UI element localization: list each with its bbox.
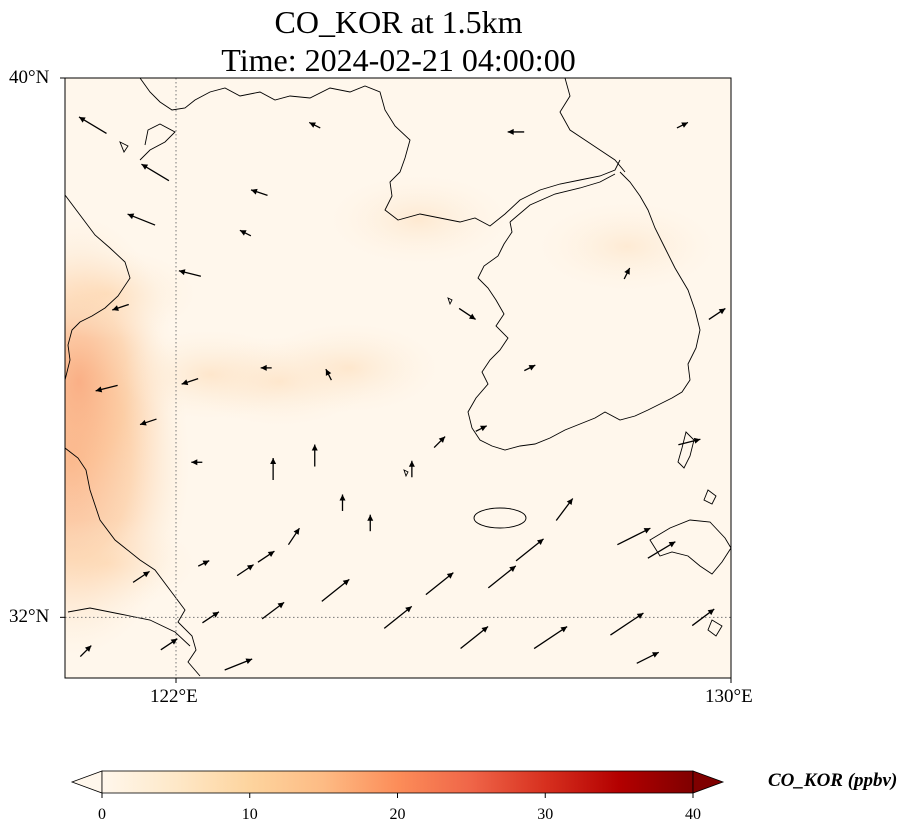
wind-arrow: [250, 188, 268, 196]
map-title-line-2: Time: 2024-02-21 04:00:00: [221, 42, 576, 78]
axis-ticks: [60, 77, 732, 683]
lon-tick-label-122e: 122°E: [150, 686, 198, 707]
wind-arrow: [239, 229, 252, 237]
wind-arrow: [610, 612, 644, 636]
colorbar-tick-label: 10: [241, 806, 258, 823]
korea-coastline: [467, 171, 701, 451]
colorbar-label: CO_KOR (ppbv): [768, 770, 898, 791]
wind-arrow: [555, 498, 574, 521]
concentration-region: [536, 201, 717, 292]
wind-arrow: [691, 608, 715, 627]
lon-tick-label-130e: 130°E: [705, 686, 753, 707]
wind-arrow: [367, 514, 374, 532]
wind-arrow: [181, 378, 199, 386]
wind-arrow: [325, 368, 332, 381]
wind-arrow: [425, 572, 454, 596]
wind-arrow: [617, 527, 651, 546]
wind-arrow: [197, 560, 210, 567]
wind-arrow: [676, 121, 689, 129]
wind-arrow: [224, 658, 253, 671]
wind-arrow: [408, 460, 415, 478]
wind-arrow: [475, 425, 488, 432]
china-coastline: [65, 194, 131, 381]
colorbar-tick-label: 30: [537, 806, 554, 823]
wind-arrow: [460, 626, 489, 650]
colorbar-extend-max: [692, 770, 725, 794]
wind-vectors: [78, 116, 726, 671]
wind-arrow: [308, 121, 321, 129]
wind-arrow: [311, 444, 318, 467]
map-frame: [64, 77, 732, 679]
wind-arrow: [524, 364, 536, 372]
wind-arrow: [533, 626, 568, 650]
concentration-region: [65, 248, 197, 339]
colorbar-tick-label: 0: [98, 806, 106, 823]
wind-arrow: [708, 307, 726, 320]
wind-arrow: [623, 267, 631, 280]
wind-arrow: [287, 527, 300, 546]
wind-arrow: [515, 538, 544, 562]
wind-arrow: [321, 578, 350, 602]
wind-arrow: [487, 565, 517, 589]
wind-arrow: [270, 458, 277, 481]
wind-arrow: [95, 384, 118, 393]
wind-arrow: [236, 564, 254, 577]
wind-arrow: [178, 269, 202, 277]
wind-arrow: [141, 163, 170, 182]
wind-arrow: [458, 307, 476, 320]
wind-arrow: [112, 303, 129, 311]
colorbar: [70, 770, 725, 798]
concentration-region: [65, 518, 197, 609]
wind-arrow: [127, 213, 156, 226]
colorbar-tick-label: 20: [389, 806, 406, 823]
wind-arrow: [132, 570, 150, 583]
wind-arrow: [678, 437, 701, 446]
wind-arrow: [636, 651, 660, 664]
wind-arrow: [257, 550, 275, 563]
concentration-region: [259, 322, 440, 413]
colorbar-gradient: [101, 770, 694, 794]
liaodong-coastline: [139, 78, 621, 227]
wind-arrow: [261, 601, 285, 620]
wind-arrow: [139, 418, 157, 426]
wind-arrow: [79, 645, 92, 657]
wind-arrow: [433, 436, 446, 449]
wind-arrow: [160, 638, 178, 651]
colorbar-tick-label: 40: [685, 806, 701, 823]
wind-arrow: [78, 116, 107, 134]
wind-arrow: [191, 459, 203, 466]
concentration-region: [328, 174, 509, 265]
wind-arrow: [507, 128, 525, 135]
wind-arrow: [647, 541, 676, 559]
colorbar-extend-min: [70, 770, 103, 794]
wind-arrow: [339, 494, 346, 511]
lat-tick-label-32n: 32°N: [9, 606, 50, 628]
wind-arrow: [202, 611, 220, 624]
map-title-line-1: CO_KOR at 1.5km: [274, 4, 523, 40]
wind-arrow: [260, 364, 272, 371]
wind-arrow: [383, 605, 413, 629]
concentration-field: [65, 78, 731, 678]
jeju-island: [473, 507, 527, 529]
lat-tick-label-40n: 40°N: [9, 67, 50, 88]
coastlines: [65, 78, 731, 677]
